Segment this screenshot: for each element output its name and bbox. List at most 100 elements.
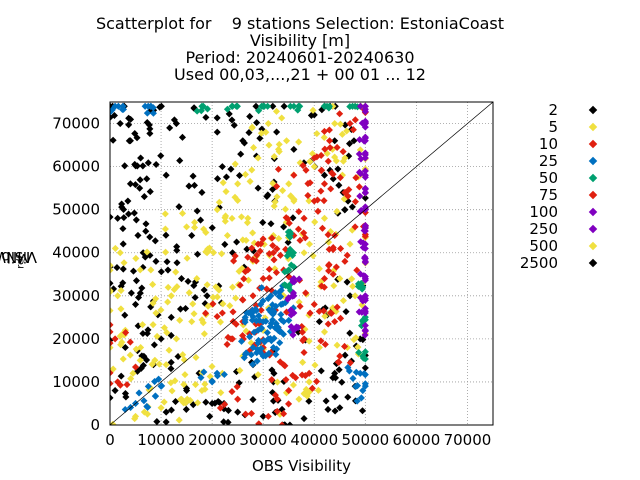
scatter-point (361, 167, 369, 175)
scatter-point (320, 197, 328, 205)
scatter-point (341, 342, 349, 350)
scatter-point (200, 286, 208, 294)
scatter-point (257, 306, 265, 314)
scatter-point (248, 123, 256, 131)
legend-label: 500 (529, 237, 558, 255)
scatter-point (121, 162, 129, 170)
scatter-point (361, 276, 369, 284)
scatter-point (227, 335, 235, 343)
scatter-point (130, 209, 138, 217)
scatter-point (193, 207, 201, 215)
scatter-point (341, 206, 349, 214)
scatter-point (313, 377, 321, 385)
scatter-point (235, 171, 244, 180)
scatter-point (361, 184, 369, 192)
scatter-point (337, 245, 345, 253)
scatter-point (325, 267, 333, 275)
scatter-point (320, 307, 328, 315)
scatter-point (273, 378, 281, 386)
scatter-point (289, 214, 297, 222)
scatter-point (253, 349, 261, 357)
scatter-point (111, 387, 119, 395)
scatter-point (355, 168, 364, 176)
scatter-point (304, 192, 312, 200)
scatter-point (320, 180, 329, 188)
scatter-point (180, 356, 188, 364)
scatter-point (327, 185, 335, 193)
scatter-point (318, 224, 326, 232)
scatter-point (131, 363, 140, 371)
scatter-point (350, 137, 358, 145)
y-tick-label: 30000 (52, 287, 100, 305)
legend-marker (588, 122, 598, 132)
scatter-point (135, 389, 143, 397)
scatter-point (129, 369, 137, 377)
scatter-point (361, 316, 369, 324)
scatter-point (324, 320, 332, 328)
scatter-point (149, 280, 157, 288)
scatter-point (272, 268, 280, 277)
scatter-point (114, 102, 122, 110)
scatter-point (265, 141, 273, 149)
scatter-point (334, 165, 342, 173)
scatter-point (275, 148, 283, 156)
scatter-point (317, 151, 325, 159)
scatter-point (179, 351, 187, 359)
scatter-point (281, 362, 289, 370)
scatter-point (343, 278, 351, 286)
scatter-point (331, 393, 339, 401)
scatter-point (213, 128, 221, 136)
scatter-point (346, 119, 354, 128)
scatter-point (226, 302, 234, 310)
scatter-point (166, 124, 174, 132)
scatter-point (161, 210, 169, 218)
axis-ticks: 0 10000 20000 30000 40000 50000 60000 700000100… (52, 115, 491, 449)
scatter-point (353, 397, 361, 405)
scatter-point (305, 378, 313, 386)
scatter-point (221, 217, 229, 225)
scatter-point (121, 311, 129, 319)
scatter-point (165, 346, 173, 354)
scatter-point (296, 302, 304, 310)
scatter-point (124, 197, 132, 205)
title-line-1: Scatterplot for 9 stations Selection: Es… (95, 14, 505, 33)
scatter-point (183, 223, 191, 231)
scatter-point (146, 188, 154, 196)
scatter-point (157, 306, 165, 314)
scatter-point (163, 258, 171, 266)
scatter-point (287, 323, 295, 331)
scatter-point (229, 308, 237, 316)
scatter-point (150, 341, 158, 349)
scatter-point (247, 351, 255, 359)
scatter-point (182, 304, 190, 313)
scatter-point (208, 362, 216, 371)
scatter-point (361, 371, 369, 379)
scatter-point (272, 107, 281, 115)
scatter-point (253, 251, 261, 259)
scatter-point (243, 245, 251, 253)
scatter-point (110, 328, 114, 336)
scatter-point (333, 143, 341, 152)
legend-label: 2 (548, 101, 558, 119)
scatter-point (320, 133, 328, 141)
scatter-point (111, 244, 119, 252)
scatter-point (246, 309, 254, 317)
title-line-2: Visibility [m] (249, 31, 351, 50)
scatter-point (343, 251, 351, 259)
scatter-point (191, 293, 199, 302)
scatter-point (361, 321, 369, 330)
data-points (110, 102, 369, 425)
x-tick-label: 60000 (393, 431, 441, 449)
scatter-point (346, 329, 354, 337)
scatter-point (120, 205, 128, 213)
scatter-point (131, 181, 139, 189)
scatter-point (143, 118, 151, 127)
scatter-point (336, 275, 344, 283)
y-tick-label: 20000 (52, 330, 100, 348)
scatter-point (160, 324, 168, 332)
scatter-point (281, 268, 289, 276)
scatter-point (325, 245, 333, 253)
scatter-point (350, 336, 358, 344)
scatter-point (117, 305, 125, 313)
scatter-point (228, 102, 236, 110)
